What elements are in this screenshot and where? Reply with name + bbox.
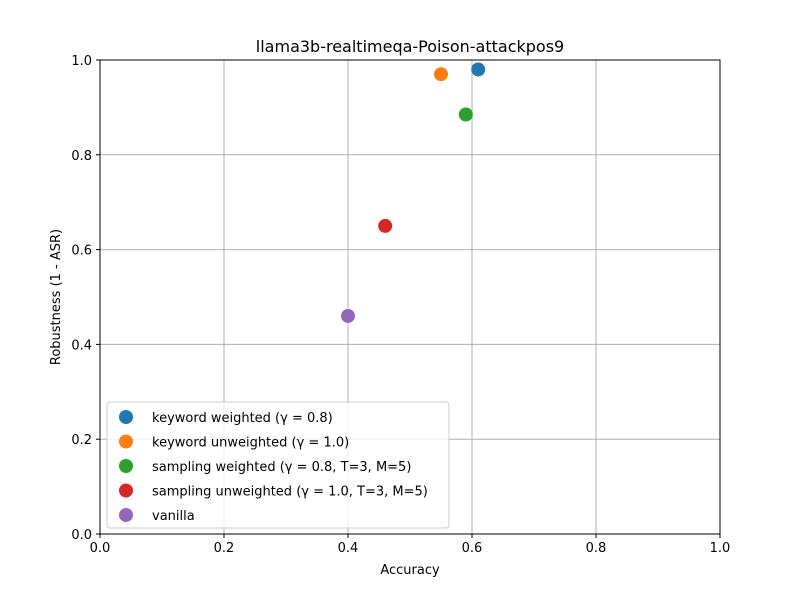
x-axis-label: Accuracy — [380, 563, 440, 578]
y-tick-label: 0.8 — [71, 149, 92, 164]
legend-marker — [119, 434, 133, 449]
chart-title: llama3b-realtimeqa-Poison-attackpos9 — [256, 37, 564, 56]
y-tick-label: 0.4 — [71, 338, 92, 353]
legend-entry-label: sampling unweighted (γ = 1.0, T=3, M=5) — [152, 485, 428, 500]
legend-marker — [119, 483, 133, 498]
scatter-point — [471, 62, 486, 77]
scatter-point — [458, 107, 473, 122]
x-tick-label: 0.6 — [462, 541, 483, 556]
y-tick-label: 0.0 — [71, 528, 92, 543]
legend-entry-label: keyword unweighted (γ = 1.0) — [152, 436, 349, 451]
scatter-point — [341, 308, 355, 323]
y-axis-label: Robustness (1 - ASR) — [49, 229, 64, 365]
plot-frame — [99, 59, 721, 535]
legend-entry-label: keyword weighted (γ = 0.8) — [152, 411, 333, 426]
scatter-point — [434, 67, 448, 82]
legend-marker — [119, 410, 133, 424]
x-tick-label: 0.0 — [90, 541, 111, 556]
legend-marker — [119, 459, 133, 473]
y-tick-label: 1.0 — [71, 54, 92, 69]
legend-entry-label: sampling weighted (γ = 0.8, T=3, M=5) — [152, 460, 411, 475]
x-tick-label: 1.0 — [710, 541, 731, 556]
legend-entry-label: vanilla — [152, 509, 195, 524]
y-tick-label: 0.2 — [71, 433, 92, 448]
legend-marker — [119, 508, 133, 522]
legend: keyword weighted (γ = 0.8) keyword unweig… — [106, 401, 450, 529]
axis-ticks: 0.0 0.2 0.4 0.6 0.8 1.0 0.0 0.2 0.4 0.6 0.8 1.0 — [71, 54, 730, 556]
legend-box — [106, 401, 450, 529]
x-tick-label: 0.2 — [214, 541, 235, 556]
scatter-point — [378, 218, 393, 233]
y-tick-label: 0.6 — [71, 244, 92, 259]
x-tick-label: 0.8 — [586, 541, 607, 556]
x-tick-label: 0.4 — [338, 541, 359, 556]
data-points — [341, 62, 486, 323]
